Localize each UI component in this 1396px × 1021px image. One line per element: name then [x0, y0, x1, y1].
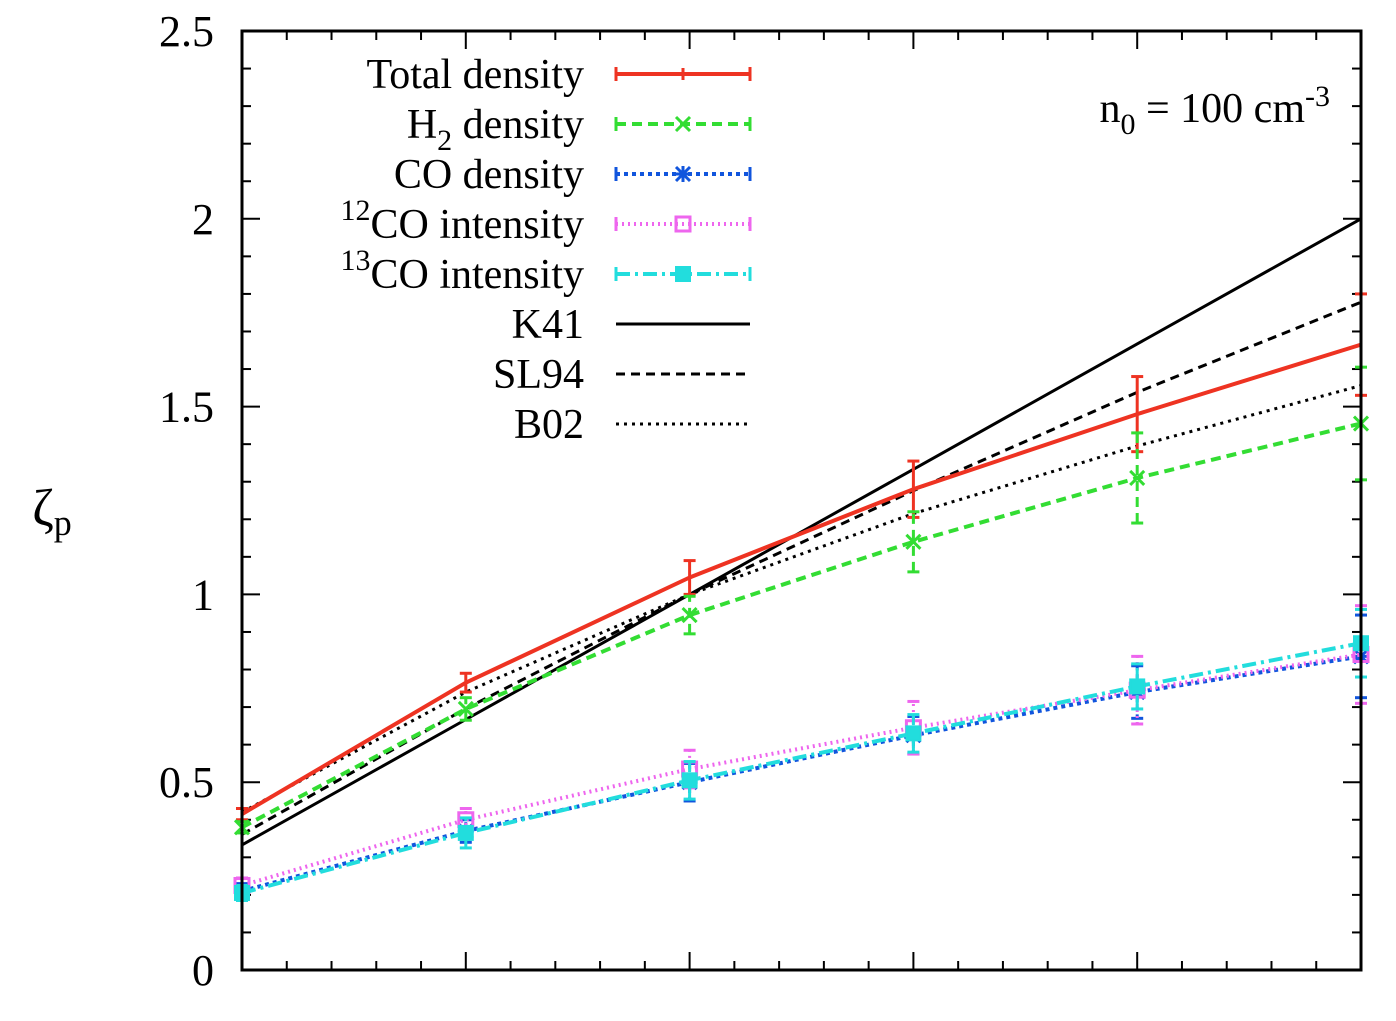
legend-12co-intensity-label: 12CO intensity: [340, 194, 584, 248]
marker-stroke: [905, 533, 922, 550]
series-h2-density-point: [905, 533, 922, 550]
series-12co-intensity-line: [241, 652, 1362, 888]
legend-13co-intensity: 13CO intensity: [340, 244, 752, 298]
legend-sl94-label: SL94: [493, 352, 584, 398]
legend-co-density-point: [674, 165, 692, 183]
y-tick-label: 0.5: [159, 758, 214, 807]
y-axis-label-sub: p: [54, 503, 72, 543]
legend-sup: 13: [340, 244, 370, 277]
series-13co-intensity-point: [905, 725, 922, 742]
legend-b02: B02: [514, 402, 750, 448]
series-13co-intensity-point: [1129, 678, 1146, 695]
legend-main: CO intensity: [370, 252, 584, 298]
plot-frame: [240, 29, 1363, 972]
series-b02: [241, 384, 1362, 814]
legend-12co-intensity: 12CO intensity: [340, 194, 752, 248]
legend-b02-label: B02: [514, 402, 584, 448]
marker-stroke: [681, 606, 698, 624]
legend-co-density: CO density: [394, 152, 752, 198]
legend-k41: K41: [512, 302, 750, 348]
marker-stroke: [674, 115, 692, 133]
legend-total-density: Total density: [366, 52, 752, 98]
y-axis-label: ζp: [32, 480, 72, 543]
y-axis-label-main: ζ: [32, 480, 54, 537]
annotation-sup: -3: [1305, 80, 1330, 113]
marker-stroke: [457, 700, 474, 718]
series-13co-intensity-line: [241, 641, 1362, 895]
annotation-sub: 0: [1121, 108, 1136, 141]
annotation-main: n: [1100, 86, 1121, 132]
legend-h2-density-label: H2 density: [407, 102, 584, 157]
y-tick-labels: 0 0.5 1 1.5 2 2.5: [159, 7, 214, 995]
y-tick-label: 1.5: [159, 383, 214, 432]
legend-13co-intensity-label: 13CO intensity: [340, 244, 584, 298]
legend-h2-density-point: [674, 115, 692, 133]
legend-main: H: [407, 102, 437, 148]
y-tick-label: 1: [192, 570, 214, 619]
series-13co-intensity-point: [457, 824, 474, 841]
legend-sub: 2: [437, 124, 452, 157]
y-tick-label: 2.5: [159, 7, 214, 56]
legend-main: CO intensity: [370, 202, 584, 248]
series-h2-density-line: [241, 421, 1362, 830]
y-tick-label: 2: [192, 195, 214, 244]
legend-post: density: [452, 102, 584, 148]
legend-k41-label: K41: [512, 302, 584, 348]
marker-stroke: [1129, 469, 1146, 487]
legend-13co-intensity-point: [675, 266, 691, 282]
series-b02-line: [241, 384, 1362, 814]
legend-co-density-label: CO density: [394, 152, 584, 198]
legend-total-density-label: Total density: [366, 52, 584, 98]
series-13co-intensity-point: [681, 772, 698, 789]
legend-h2-density: H2 density: [407, 102, 752, 157]
legend-sup: 12: [340, 194, 370, 227]
legend-12co-intensity-point: [674, 215, 692, 233]
series-h2-density-point: [681, 606, 698, 624]
y-tick-label: 0: [192, 946, 214, 995]
annotation-middle: = 100 cm: [1136, 86, 1306, 132]
density-annotation: n0 = 100 cm-3: [1100, 80, 1331, 141]
legend-sl94: SL94: [493, 352, 750, 398]
series-h2-density-point: [457, 700, 474, 718]
series-h2-density-point: [1129, 469, 1146, 487]
series-total-density-line: [240, 342, 1362, 816]
